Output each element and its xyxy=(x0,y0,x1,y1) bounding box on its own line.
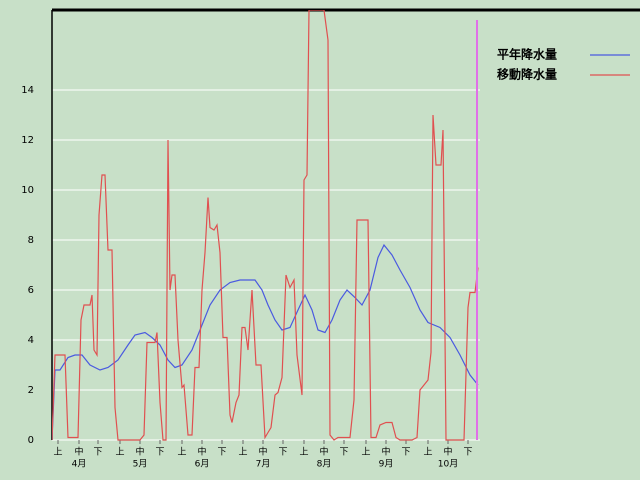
y-tick-label: 14 xyxy=(21,85,34,96)
x-tick-label: 上 xyxy=(115,447,124,458)
y-tick-label: 0 xyxy=(28,435,34,446)
y-tick-label: 10 xyxy=(21,185,34,196)
legend-label: 移動降水量 xyxy=(497,67,557,82)
x-tick-label: 中 xyxy=(319,446,328,458)
month-label: 5月 xyxy=(133,459,148,470)
x-tick-label: 下 xyxy=(401,448,410,458)
x-tick-label: 下 xyxy=(217,448,226,458)
x-tick-label: 上 xyxy=(238,447,247,458)
plot-area xyxy=(52,10,479,441)
month-label: 4月 xyxy=(72,459,87,470)
x-tick-label: 中 xyxy=(135,446,144,458)
month-label: 9月 xyxy=(379,459,394,470)
x-tick-label: 下 xyxy=(155,448,164,458)
y-tick-label: 6 xyxy=(28,285,34,296)
x-tick-label: 上 xyxy=(177,447,186,458)
month-label: 10月 xyxy=(438,459,458,470)
month-label: 8月 xyxy=(317,459,332,470)
x-tick-label: 上 xyxy=(361,447,370,458)
x-tick-label: 上 xyxy=(423,447,432,458)
x-tick-label: 中 xyxy=(443,446,452,458)
x-tick-label: 中 xyxy=(258,446,267,458)
y-tick-label: 4 xyxy=(28,335,34,346)
x-tick-label: 中 xyxy=(74,446,83,458)
month-label: 7月 xyxy=(256,459,271,470)
y-tick-label: 2 xyxy=(28,385,34,396)
month-label: 6月 xyxy=(195,459,210,470)
series-line xyxy=(52,10,479,441)
x-tick-label: 中 xyxy=(197,446,206,458)
x-tick-label: 下 xyxy=(339,448,348,458)
y-tick-label: 12 xyxy=(21,135,34,146)
y-tick-label: 8 xyxy=(28,235,34,246)
x-tick-label: 下 xyxy=(278,448,287,458)
x-tick-label: 上 xyxy=(299,447,308,458)
x-tick-label: 中 xyxy=(381,446,390,458)
x-tick-label: 下 xyxy=(463,448,472,458)
legend-label: 平年降水量 xyxy=(497,47,557,62)
x-tick-label: 下 xyxy=(93,448,102,458)
x-tick-label: 上 xyxy=(53,447,62,458)
